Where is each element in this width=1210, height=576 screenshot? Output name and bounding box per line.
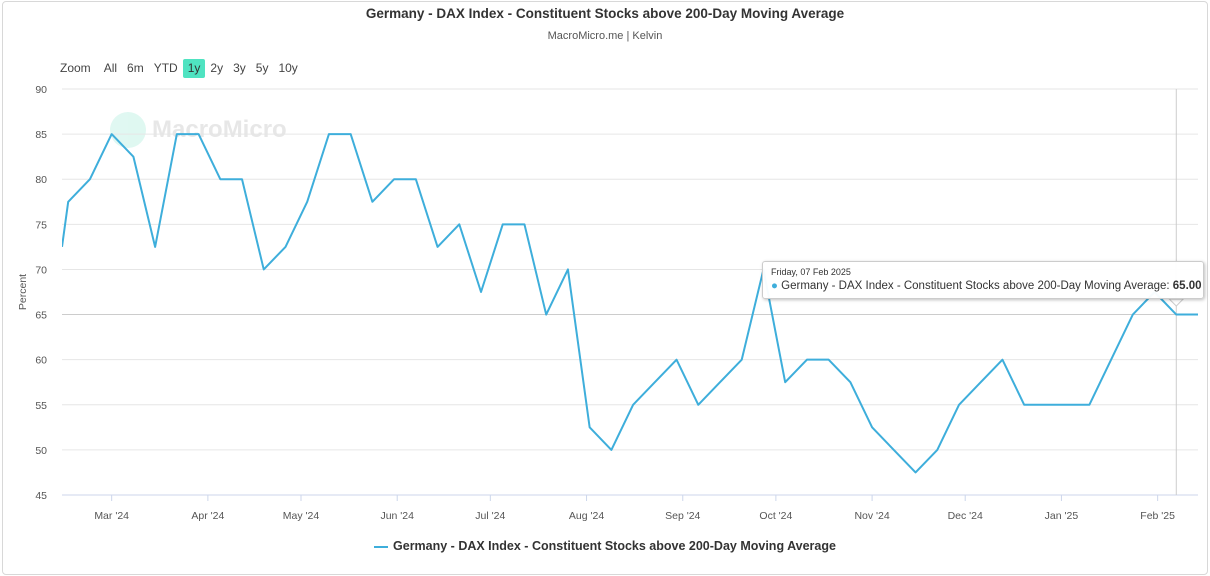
y-tick-label: 45 [35,490,47,502]
y-tick-label: 85 [35,129,47,141]
x-tick-label: Dec '24 [948,510,983,522]
y-tick-label: 60 [35,355,47,367]
zoom-5y-button[interactable]: 5y [255,61,269,75]
macromicro-watermark: MacroMicro [110,112,287,148]
tooltip: Friday, 07 Feb 2025 ● Germany - DAX Inde… [762,261,1204,299]
x-tick-label: May '24 [283,510,320,522]
x-tick-label: Jan '25 [1045,510,1079,522]
x-tick-label: Mar '24 [94,510,129,522]
zoom-2y-button[interactable]: 2y [210,61,224,75]
legend-line-icon [374,545,389,548]
x-tick-label: Sep '24 [665,510,700,522]
zoom-10y-button[interactable]: 10y [278,61,298,75]
y-tick-label: 50 [35,445,47,457]
zoom-selector: Zoom All 6m YTD 1y 2y 3y 5y 10y [60,59,303,78]
tooltip-series: Germany - DAX Index - Constituent Stocks… [781,280,1173,292]
y-tick-label: 55 [35,400,47,412]
series-dot-icon: ● [771,280,782,292]
zoom-ytd-button[interactable]: YTD [153,61,178,75]
chart-subtitle: MacroMicro.me | Kelvin [547,30,663,42]
macromicro-logo-icon [110,112,146,148]
watermark-text: MacroMicro [152,116,287,143]
y-tick-label: 65 [35,310,47,322]
y-tick-label: 70 [35,264,47,276]
chart-title: Germany - DAX Index - Constituent Stocks… [365,6,845,21]
series-line [62,133,1198,474]
y-tick-label: 80 [35,174,47,186]
zoom-1y-button[interactable]: 1y [182,59,206,78]
tooltip-arrow [1168,298,1185,307]
x-tick-label: Aug '24 [569,510,604,522]
zoom-3y-button[interactable]: 3y [233,61,246,75]
x-tick-label: Feb '25 [1140,510,1175,522]
legend-item[interactable]: Germany - DAX Index - Constituent Stocks… [0,539,1210,553]
x-tick-label: Nov '24 [854,510,889,522]
legend-label: Germany - DAX Index - Constituent Stocks… [393,539,836,553]
zoom-6m-button[interactable]: 6m [127,61,144,75]
y-axis-title: Percent [17,274,29,310]
zoom-all-button[interactable]: All [103,61,118,75]
y-tick-label: 75 [35,219,47,231]
y-tick-label: 90 [35,84,47,96]
tooltip-date: Friday, 07 Feb 2025 [771,267,851,277]
x-tick-label: Jul '24 [475,510,505,522]
zoom-label: Zoom [60,61,91,75]
x-tick-label: Oct '24 [759,510,792,522]
tooltip-value: 65.00 [1172,280,1202,292]
x-tick-label: Apr '24 [191,510,224,522]
x-tick-label: Jun '24 [380,510,414,522]
